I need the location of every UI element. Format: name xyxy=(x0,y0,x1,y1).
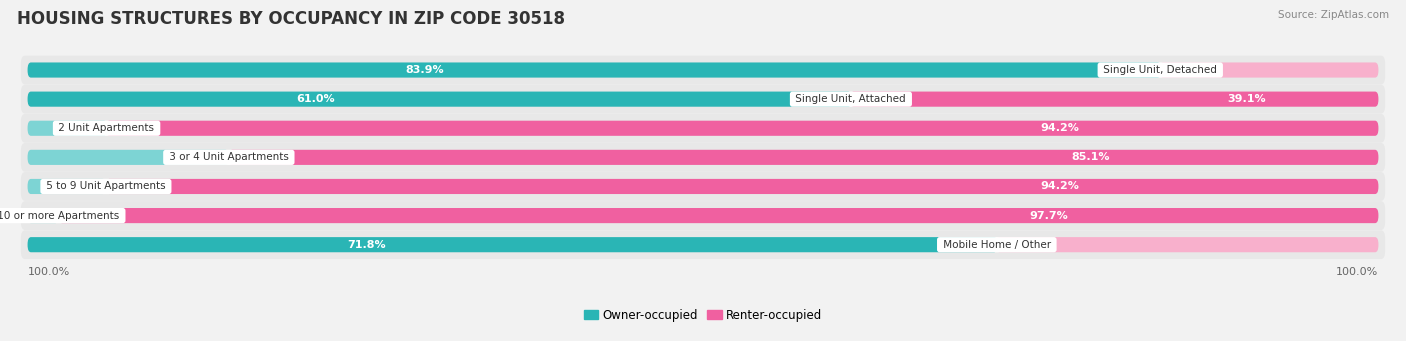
FancyBboxPatch shape xyxy=(28,208,59,223)
FancyBboxPatch shape xyxy=(229,150,1378,165)
Text: Mobile Home / Other: Mobile Home / Other xyxy=(939,240,1054,250)
Text: 5.8%: 5.8% xyxy=(66,181,96,191)
Text: 94.2%: 94.2% xyxy=(1040,123,1080,133)
Text: 5.9%: 5.9% xyxy=(66,123,96,133)
Text: 83.9%: 83.9% xyxy=(405,65,443,75)
FancyBboxPatch shape xyxy=(105,179,1378,194)
Text: 97.7%: 97.7% xyxy=(1029,211,1069,221)
Text: 100.0%: 100.0% xyxy=(28,267,70,277)
FancyBboxPatch shape xyxy=(21,201,1385,230)
FancyBboxPatch shape xyxy=(28,237,997,252)
Text: 94.2%: 94.2% xyxy=(1040,181,1080,191)
FancyBboxPatch shape xyxy=(28,179,105,194)
Text: Source: ZipAtlas.com: Source: ZipAtlas.com xyxy=(1278,10,1389,20)
Text: 2 Unit Apartments: 2 Unit Apartments xyxy=(55,123,157,133)
FancyBboxPatch shape xyxy=(105,121,1378,136)
FancyBboxPatch shape xyxy=(21,56,1385,85)
FancyBboxPatch shape xyxy=(28,62,1161,78)
FancyBboxPatch shape xyxy=(21,172,1385,201)
Text: 16.2%: 16.2% xyxy=(1171,65,1208,75)
FancyBboxPatch shape xyxy=(851,92,1378,107)
FancyBboxPatch shape xyxy=(21,85,1385,114)
Text: 10 or more Apartments: 10 or more Apartments xyxy=(0,211,122,221)
Text: 61.0%: 61.0% xyxy=(297,94,335,104)
FancyBboxPatch shape xyxy=(21,143,1385,172)
Text: 71.8%: 71.8% xyxy=(347,240,387,250)
Text: 39.1%: 39.1% xyxy=(1227,94,1265,104)
Text: 2.3%: 2.3% xyxy=(20,211,48,221)
FancyBboxPatch shape xyxy=(28,92,852,107)
Legend: Owner-occupied, Renter-occupied: Owner-occupied, Renter-occupied xyxy=(579,304,827,326)
FancyBboxPatch shape xyxy=(21,114,1385,143)
FancyBboxPatch shape xyxy=(1160,62,1378,78)
FancyBboxPatch shape xyxy=(28,121,107,136)
Text: Single Unit, Attached: Single Unit, Attached xyxy=(793,94,910,104)
Text: 100.0%: 100.0% xyxy=(1336,267,1378,277)
Text: Single Unit, Detached: Single Unit, Detached xyxy=(1101,65,1220,75)
Text: 5 to 9 Unit Apartments: 5 to 9 Unit Apartments xyxy=(44,181,169,191)
FancyBboxPatch shape xyxy=(28,150,229,165)
FancyBboxPatch shape xyxy=(59,208,1378,223)
Text: 3 or 4 Unit Apartments: 3 or 4 Unit Apartments xyxy=(166,152,292,162)
FancyBboxPatch shape xyxy=(21,230,1385,259)
Text: 28.3%: 28.3% xyxy=(1008,240,1043,250)
FancyBboxPatch shape xyxy=(995,237,1378,252)
Text: 85.1%: 85.1% xyxy=(1071,152,1111,162)
Text: 14.9%: 14.9% xyxy=(183,152,218,162)
Text: HOUSING STRUCTURES BY OCCUPANCY IN ZIP CODE 30518: HOUSING STRUCTURES BY OCCUPANCY IN ZIP C… xyxy=(17,10,565,28)
